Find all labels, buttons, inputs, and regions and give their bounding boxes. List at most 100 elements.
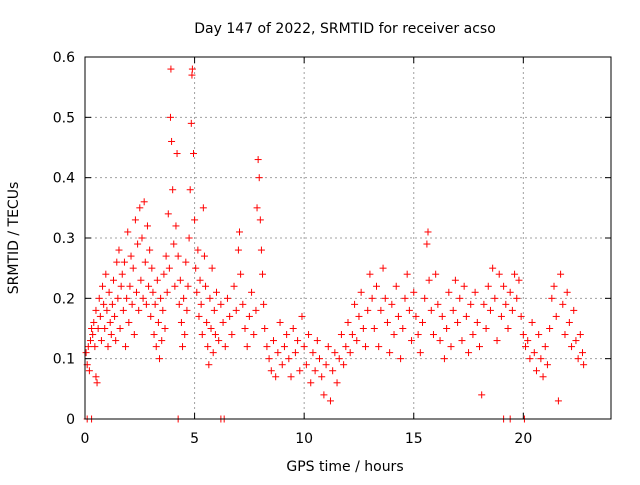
data-point [175, 300, 183, 308]
data-point [307, 379, 315, 387]
data-point [436, 337, 444, 345]
data-point [355, 312, 363, 320]
data-point [107, 331, 115, 339]
data-point [232, 306, 240, 314]
data-point [559, 300, 567, 308]
data-point [440, 355, 448, 363]
data-point [522, 343, 530, 351]
data-point [405, 306, 413, 314]
data-point [513, 294, 521, 302]
data-point [379, 264, 387, 272]
data-point [388, 300, 396, 308]
data-point [84, 343, 92, 351]
data-point [401, 294, 409, 302]
data-point [570, 306, 578, 314]
data-point [302, 361, 310, 369]
data-point [465, 349, 473, 357]
data-point [128, 300, 136, 308]
data-point [539, 373, 547, 381]
data-point [161, 325, 169, 332]
data-point [524, 337, 532, 345]
data-point [511, 270, 519, 278]
data-point [451, 276, 459, 284]
data-point [154, 318, 162, 326]
data-point [366, 270, 374, 278]
data-point [410, 288, 418, 296]
data-point [133, 288, 141, 296]
data-point [462, 312, 470, 320]
data-point [89, 331, 97, 339]
data-point [316, 355, 324, 363]
data-point [287, 373, 295, 381]
data-point [140, 198, 148, 206]
data-point [199, 204, 207, 212]
data-point [138, 234, 146, 242]
data-point [528, 318, 536, 326]
data-point [495, 270, 503, 278]
data-point [185, 234, 193, 242]
data-point [408, 337, 416, 345]
tick-labels: 0 5 10 15 20 0 0.1 0.2 0.3 0.4 0.5 0.6 [53, 50, 533, 447]
data-point [296, 367, 304, 375]
data-point [497, 312, 505, 320]
data-point [208, 264, 216, 272]
data-point [237, 270, 245, 278]
data-point [106, 318, 114, 326]
data-point [207, 325, 215, 332]
data-point [335, 355, 343, 363]
data-point [197, 300, 205, 308]
data-point [194, 246, 202, 254]
data-point [192, 264, 200, 272]
x-tick-label: 15 [405, 431, 423, 447]
data-point [508, 306, 516, 314]
data-point [182, 258, 190, 266]
y-tick-label: 0 [66, 412, 75, 428]
data-point [188, 65, 196, 73]
data-point [280, 343, 288, 351]
data-point [206, 294, 214, 302]
y-tick-label: 0.2 [53, 291, 75, 307]
data-point [272, 373, 280, 381]
x-tick-label: 10 [295, 431, 313, 447]
data-point [159, 306, 167, 314]
data-point [300, 343, 308, 351]
data-point [245, 312, 253, 320]
data-point [100, 300, 108, 308]
data-point [139, 294, 147, 302]
data-point [456, 294, 464, 302]
data-point [180, 294, 188, 302]
data-point [149, 288, 157, 296]
data-point [473, 318, 481, 326]
data-point [364, 306, 372, 314]
data-point [274, 349, 282, 357]
data-point [134, 240, 142, 248]
data-point [424, 228, 432, 236]
data-point [119, 306, 127, 314]
data-point [111, 312, 119, 320]
data-point [120, 258, 128, 266]
data-point [537, 355, 545, 363]
data-point [397, 355, 405, 363]
data-point [112, 337, 120, 345]
data-point [375, 343, 383, 351]
data-point [164, 210, 172, 218]
data-point [447, 343, 455, 351]
data-point [294, 337, 302, 345]
data-point [118, 270, 126, 278]
data-point [357, 288, 365, 296]
data-point [500, 282, 508, 290]
data-point [390, 331, 398, 339]
data-point [92, 373, 100, 381]
data-point [486, 306, 494, 314]
data-point [309, 349, 317, 357]
data-point [423, 240, 431, 248]
data-point [283, 331, 291, 339]
data-point [143, 222, 151, 230]
data-point [137, 276, 145, 284]
data-point [177, 318, 185, 326]
data-point [491, 294, 499, 302]
data-point [171, 282, 179, 290]
data-point [135, 306, 143, 314]
data-point [203, 318, 211, 326]
